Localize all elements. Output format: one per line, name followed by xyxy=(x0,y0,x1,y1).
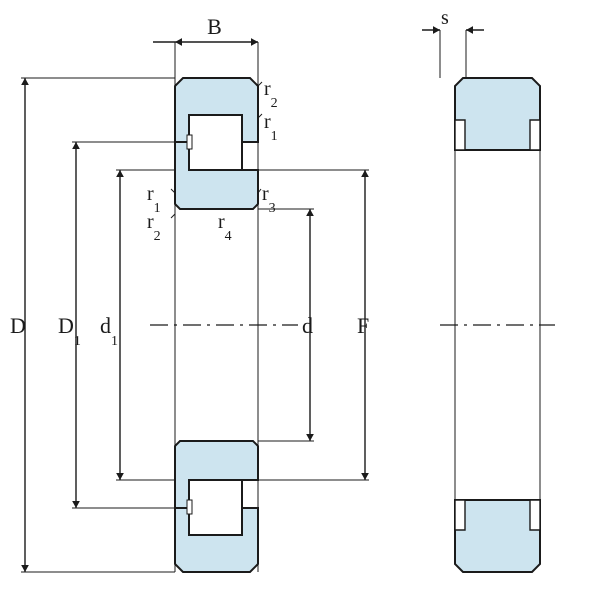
label-D1: D1 xyxy=(58,313,81,349)
label-D: D xyxy=(10,313,26,338)
label-d1: d1 xyxy=(100,313,118,349)
label-B: B xyxy=(207,14,222,39)
label-F: F xyxy=(357,313,369,338)
label-r3: r3 xyxy=(262,183,276,216)
bearing-diagram: DD1d1dFBr2r1r1r2r3r4s xyxy=(0,0,600,600)
label-r2-left: r2 xyxy=(147,211,161,244)
label-r4: r4 xyxy=(218,211,232,244)
label-d: d xyxy=(302,313,313,338)
label-r2-top: r2 xyxy=(264,78,278,111)
label-s: s xyxy=(441,7,449,29)
label-r1-top: r1 xyxy=(264,111,278,144)
